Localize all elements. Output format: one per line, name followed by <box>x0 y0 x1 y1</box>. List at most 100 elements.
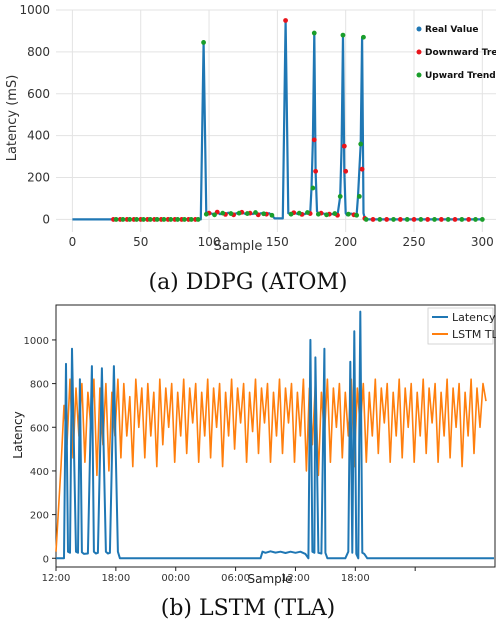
point-upward-trend <box>141 217 146 222</box>
point-upward-trend <box>161 217 167 222</box>
point-upward-trend <box>479 217 485 222</box>
legend-label-down: Downward Trend <box>425 48 496 58</box>
point-upward-trend <box>305 210 310 215</box>
caption-a: (a) DDPG (ATOM) <box>148 270 348 295</box>
point-upward-trend <box>473 217 478 222</box>
point-upward-trend <box>120 217 126 222</box>
y-tick-label: 0 <box>43 554 49 565</box>
point-upward-trend <box>391 217 396 222</box>
x-tick-label: 0 <box>69 235 77 249</box>
point-downward-trend <box>283 18 288 23</box>
x-axis-label: Sample <box>248 572 293 586</box>
caption-b: (b) LSTM (TLA) <box>160 596 336 621</box>
x-tick-label: 100 <box>198 235 221 249</box>
point-upward-trend <box>346 211 351 217</box>
y-tick-label: 400 <box>30 467 49 478</box>
point-upward-trend <box>175 217 181 222</box>
point-upward-trend <box>337 193 343 199</box>
point-upward-trend <box>236 210 242 216</box>
y-axis-label: Latency (mS) <box>5 75 20 162</box>
point-downward-trend <box>425 217 431 222</box>
point-downward-trend <box>370 217 376 222</box>
point-downward-trend <box>397 217 403 222</box>
point-upward-trend <box>127 217 133 222</box>
series-line-lstm-tla <box>55 378 487 552</box>
point-downward-trend <box>384 217 390 222</box>
y-tick-label: 800 <box>27 45 50 59</box>
legend-label-real: Real Value <box>425 25 478 35</box>
legend-label-latency: Latency <box>452 311 496 324</box>
point-downward-trend <box>411 217 417 222</box>
point-upward-trend <box>315 211 321 217</box>
point-upward-trend <box>418 217 424 222</box>
x-tick-label: 06:00 <box>221 573 250 584</box>
point-upward-trend <box>203 211 209 217</box>
point-upward-trend <box>459 217 465 222</box>
x-tick-label: 00:00 <box>161 573 190 584</box>
series-group <box>72 18 485 222</box>
point-upward-trend <box>201 40 206 45</box>
x-tick-label: 12:00 <box>42 573 71 584</box>
legend-marker-real <box>416 26 422 32</box>
point-upward-trend <box>310 185 316 191</box>
point-upward-trend <box>244 211 250 216</box>
y-tick-label: 600 <box>30 423 49 434</box>
point-upward-trend <box>358 141 364 147</box>
point-upward-trend <box>377 217 383 222</box>
plot-area <box>56 10 496 232</box>
y-tick-label: 200 <box>27 171 50 185</box>
point-upward-trend <box>296 210 302 216</box>
point-upward-trend <box>288 211 294 217</box>
y-tick-labels: 0 200 400 600 800 1000 <box>19 3 50 226</box>
x-tick-label: 150 <box>266 235 289 249</box>
y-tick-label: 200 <box>30 511 49 522</box>
y-tick-label: 1000 <box>24 336 49 347</box>
y-tick-label: 400 <box>27 129 50 143</box>
point-upward-trend <box>445 217 451 222</box>
point-upward-trend <box>311 30 317 36</box>
x-tick-label: 12:00 <box>281 573 310 584</box>
legend: Latency LSTM TLA <box>427 307 496 345</box>
point-upward-trend <box>361 34 366 40</box>
y-tick-labels: 0 200 400 600 800 1000 <box>24 336 56 565</box>
x-tick-label: 300 <box>471 235 494 249</box>
chart-lstm-tla: 0 200 400 600 800 1000 12:00 18:00 00:00 06:00 12… <box>11 304 496 586</box>
point-downward-trend <box>311 137 317 143</box>
series-line-latency <box>56 310 494 560</box>
point-upward-trend <box>261 211 267 217</box>
point-downward-trend <box>313 168 319 174</box>
plot-frame <box>55 304 496 568</box>
x-axis-label: Sample <box>214 239 263 254</box>
point-upward-trend <box>269 212 275 218</box>
point-upward-trend <box>324 212 329 218</box>
point-upward-trend <box>404 217 410 222</box>
point-upward-trend <box>253 210 258 215</box>
point-upward-trend <box>356 193 362 199</box>
point-downward-trend <box>359 166 365 172</box>
y-axis-label: Latency <box>11 411 25 458</box>
point-downward-trend <box>466 217 472 222</box>
point-upward-trend <box>332 211 338 216</box>
series-group <box>55 310 494 560</box>
y-tick-label: 800 <box>30 380 49 391</box>
legend-label-up: Upward Trend <box>425 71 496 81</box>
point-upward-trend <box>212 212 217 218</box>
x-tick-label: 200 <box>334 235 357 249</box>
x-tick-label: 18:00 <box>341 573 370 584</box>
point-upward-trend <box>195 217 201 222</box>
point-upward-trend <box>113 217 119 222</box>
legend-marker-up <box>416 72 422 78</box>
point-upward-trend <box>154 217 160 222</box>
grid <box>56 9 496 232</box>
x-tick-label: 250 <box>403 235 426 249</box>
y-tick-label: 1000 <box>19 3 50 17</box>
point-downward-trend <box>341 143 347 149</box>
point-upward-trend <box>168 217 174 222</box>
point-downward-trend <box>438 217 444 222</box>
x-tick-labels: 0 50 100 150 200 250 300 <box>69 235 494 249</box>
legend-marker-down <box>416 49 422 55</box>
point-downward-trend <box>343 168 349 174</box>
point-upward-trend <box>220 210 226 216</box>
legend-box <box>427 307 494 345</box>
point-upward-trend <box>354 212 360 218</box>
